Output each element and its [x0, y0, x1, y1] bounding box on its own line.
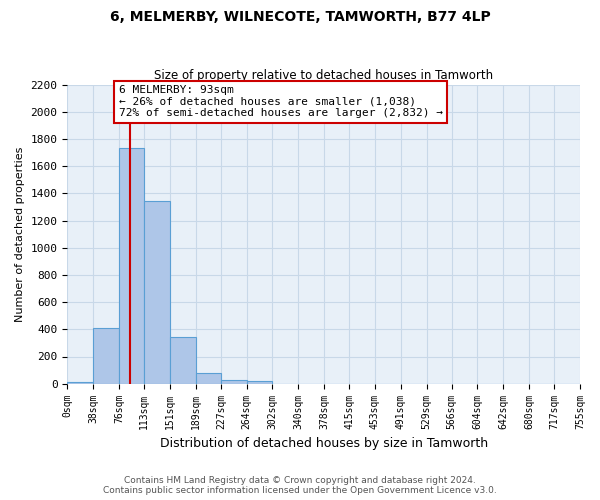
Text: 6, MELMERBY, WILNECOTE, TAMWORTH, B77 4LP: 6, MELMERBY, WILNECOTE, TAMWORTH, B77 4L… [110, 10, 490, 24]
Bar [93, 328, 119, 384]
Bar [247, 381, 272, 384]
Bar [196, 373, 221, 384]
Bar [67, 382, 93, 384]
Text: 6 MELMERBY: 93sqm
← 26% of detached houses are smaller (1,038)
72% of semi-detac: 6 MELMERBY: 93sqm ← 26% of detached hous… [119, 85, 443, 118]
Bar [144, 202, 170, 384]
X-axis label: Distribution of detached houses by size in Tamworth: Distribution of detached houses by size … [160, 437, 488, 450]
Title: Size of property relative to detached houses in Tamworth: Size of property relative to detached ho… [154, 69, 493, 82]
Y-axis label: Number of detached properties: Number of detached properties [15, 146, 25, 322]
Bar [170, 338, 196, 384]
Text: Contains HM Land Registry data © Crown copyright and database right 2024.
Contai: Contains HM Land Registry data © Crown c… [103, 476, 497, 495]
Bar [221, 380, 247, 384]
Bar [119, 148, 144, 384]
